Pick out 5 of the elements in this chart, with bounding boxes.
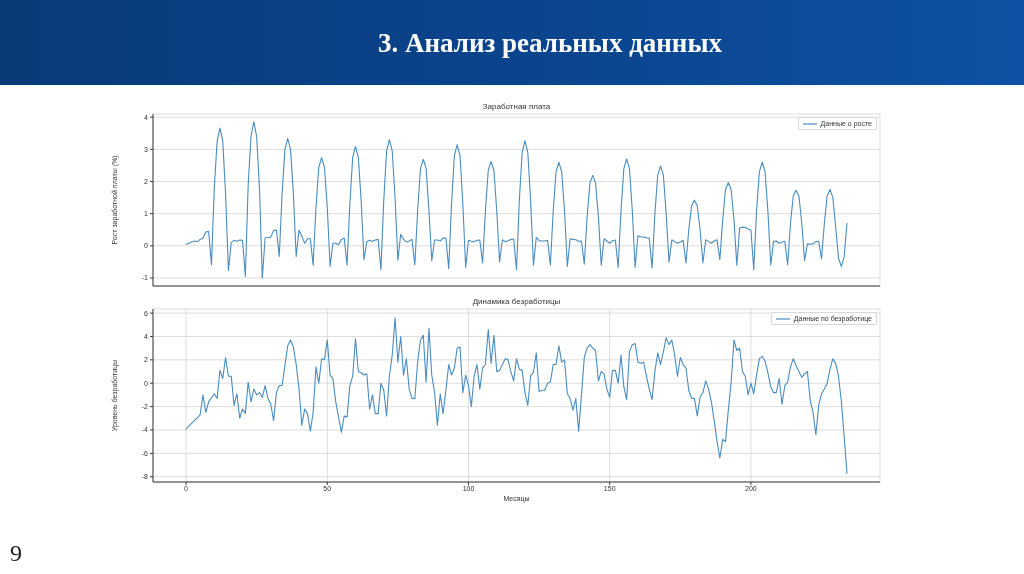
text: 9 xyxy=(10,540,22,566)
chart-title: Заработная плата xyxy=(481,102,552,112)
line-series xyxy=(185,121,848,279)
text: 3. Анализ реальных данных xyxy=(378,27,722,58)
chart-title: Динамика безработицы xyxy=(471,297,562,307)
